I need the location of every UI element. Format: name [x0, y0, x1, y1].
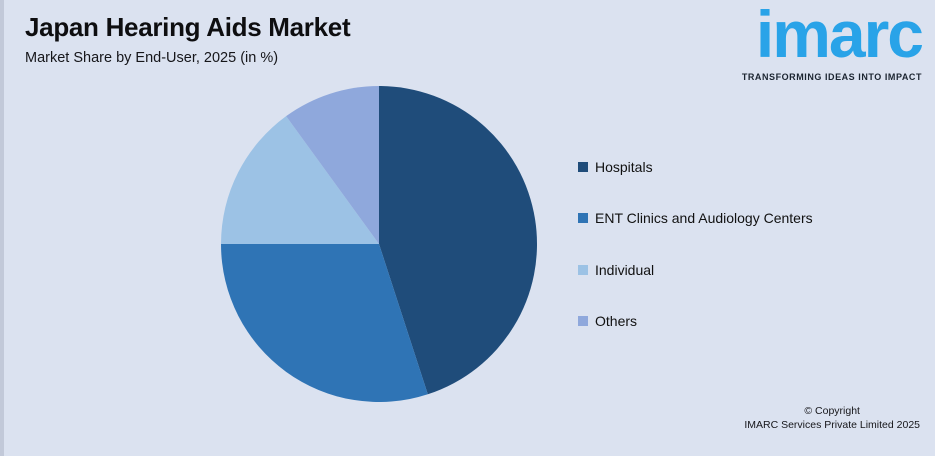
pie-slice-ent-clinics-and-audiology-centers — [221, 244, 428, 403]
chart-header: Japan Hearing Aids Market Market Share b… — [25, 12, 351, 66]
legend-item-hospitals: Hospitals — [578, 156, 813, 177]
pie-chart-svg — [221, 86, 538, 403]
legend-swatch-icon — [578, 264, 588, 275]
pie-slice-hospitals — [379, 86, 538, 395]
copyright-line1: © Copyright — [804, 405, 860, 417]
legend-swatch-icon — [578, 161, 588, 172]
legend-swatch-icon — [578, 213, 588, 223]
pie-slice-individual — [221, 116, 379, 244]
imarc-logo: imarc TRANSFORMING IDEAS INTO IMPACT — [732, 0, 924, 95]
legend-label: Hospitals — [595, 158, 653, 175]
page-subtitle: Market Share by End-User, 2025 (in %) — [25, 50, 279, 66]
copyright-notice: © Copyright IMARC Services Private Limit… — [744, 404, 920, 432]
left-edge-accent — [0, 0, 4, 456]
pie-chart — [219, 84, 539, 404]
legend-label: ENT Clinics and Audiology Centers — [595, 210, 813, 226]
legend-label: Individual — [595, 261, 655, 278]
page-title: Japan Hearing Aids Market — [25, 12, 351, 42]
copyright-line2: IMARC Services Private Limited 2025 — [744, 419, 920, 431]
legend-item-individual: Individual — [578, 259, 813, 280]
legend-item-others: Others — [578, 311, 813, 332]
chart-legend: Hospitals ENT Clinics and Audiology Cente… — [578, 156, 813, 332]
pie-slice-others — [286, 86, 379, 244]
legend-item-ent-clinics-and-audiology-centers: ENT Clinics and Audiology Centers — [578, 208, 813, 229]
legend-label: Others — [595, 313, 638, 329]
legend-swatch-icon — [578, 316, 588, 326]
imarc-logo-wordmark: imarc — [755, 0, 924, 71]
imarc-logo-tagline: TRANSFORMING IDEAS INTO IMPACT — [741, 72, 922, 82]
